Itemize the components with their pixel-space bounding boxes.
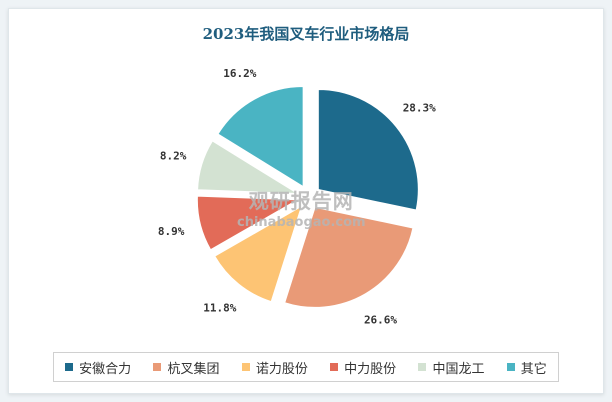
legend-swatch	[418, 363, 427, 371]
legend-label: 杭叉集团	[167, 361, 220, 377]
legend-label: 中国龙工	[432, 361, 485, 377]
slice-label-4: 8.2%	[160, 150, 187, 163]
legend-item-2: 诺力股份	[241, 358, 308, 377]
legend: 安徽合力 杭叉集团 诺力股份 中力股份 中国龙工 其它	[53, 352, 559, 382]
legend-swatch	[506, 363, 515, 371]
legend-swatch	[153, 363, 162, 371]
slice-label-2: 11.8%	[203, 302, 236, 315]
chart-title: 2023年我国叉车行业市场格局	[202, 25, 410, 43]
slice-label-0: 28.3%	[403, 102, 436, 115]
legend-swatch	[241, 363, 250, 371]
slice-label-3: 8.9%	[158, 225, 185, 238]
pie-chart: 28.3% 26.6% 11.8% 8.9% 8.2% 16.2%	[158, 67, 436, 327]
legend-label: 中力股份	[344, 361, 397, 377]
slice-label-1: 26.6%	[364, 314, 397, 327]
legend-label: 安徽合力	[79, 361, 132, 377]
pie-slice-5	[217, 86, 304, 188]
pie-slice-4	[197, 140, 300, 195]
pie-slice-2	[214, 205, 303, 303]
pie-slice-3	[196, 195, 300, 251]
legend-item-5: 其它	[506, 358, 547, 377]
slice-label-5: 16.2%	[223, 67, 256, 80]
legend-item-0: 安徽合力	[65, 358, 131, 377]
pie-slice-1	[284, 206, 414, 308]
pie-slice-0	[317, 88, 419, 211]
chart-card: 2023年我国叉车行业市场格局 28.3% 26.6% 11.8% 8.9% 8.2% 1…	[8, 8, 604, 394]
legend-swatch	[65, 363, 74, 371]
legend-item-1: 杭叉集团	[153, 358, 220, 377]
legend-swatch	[330, 363, 339, 371]
legend-item-3: 中力股份	[330, 358, 396, 377]
legend-label: 其它	[520, 361, 547, 377]
legend-item-4: 中国龙工	[418, 358, 484, 377]
legend-label: 诺力股份	[255, 361, 308, 377]
